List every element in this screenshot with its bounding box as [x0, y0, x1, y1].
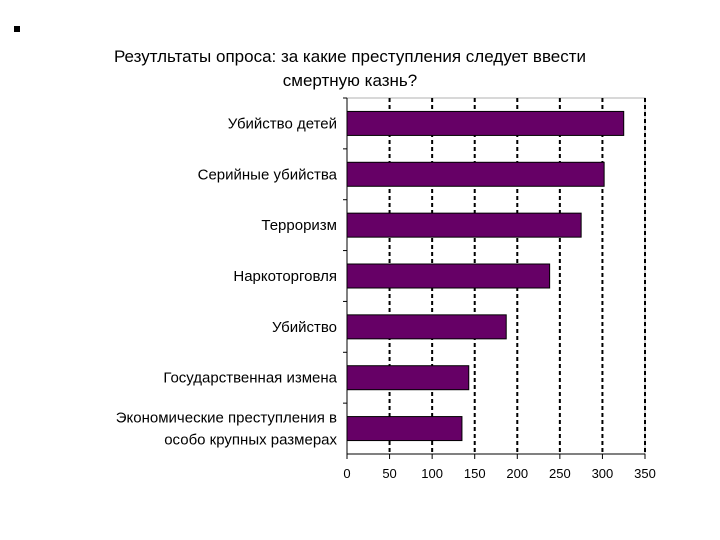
x-tick-label: 0 [343, 466, 350, 481]
bar [346, 161, 605, 187]
category-label: Наркоторговля [233, 268, 337, 285]
category-label: Серийные убийства [198, 166, 338, 183]
x-tick-label: 100 [421, 466, 443, 481]
x-tick-label: 50 [382, 466, 396, 481]
bar [346, 314, 507, 340]
x-tick-label: 150 [464, 466, 486, 481]
x-tick-label: 350 [634, 466, 656, 481]
bar [346, 263, 551, 289]
x-tick-label: 200 [506, 466, 528, 481]
x-tick-label: 250 [549, 466, 571, 481]
category-label: Терроризм [261, 217, 337, 234]
x-tick-label: 300 [592, 466, 614, 481]
bar [346, 416, 463, 442]
category-label: Убийство детей [228, 115, 337, 132]
bar [346, 365, 470, 391]
bar [346, 212, 582, 238]
chart-title: Резутльтаты опроса: за какие преступлени… [113, 47, 587, 90]
bar [346, 110, 625, 136]
bullet-marker [14, 26, 20, 32]
category-label: Убийство [272, 319, 337, 336]
category-label: Государственная измена [163, 370, 337, 387]
category-label: Экономические преступления в особо крупны… [116, 410, 338, 449]
